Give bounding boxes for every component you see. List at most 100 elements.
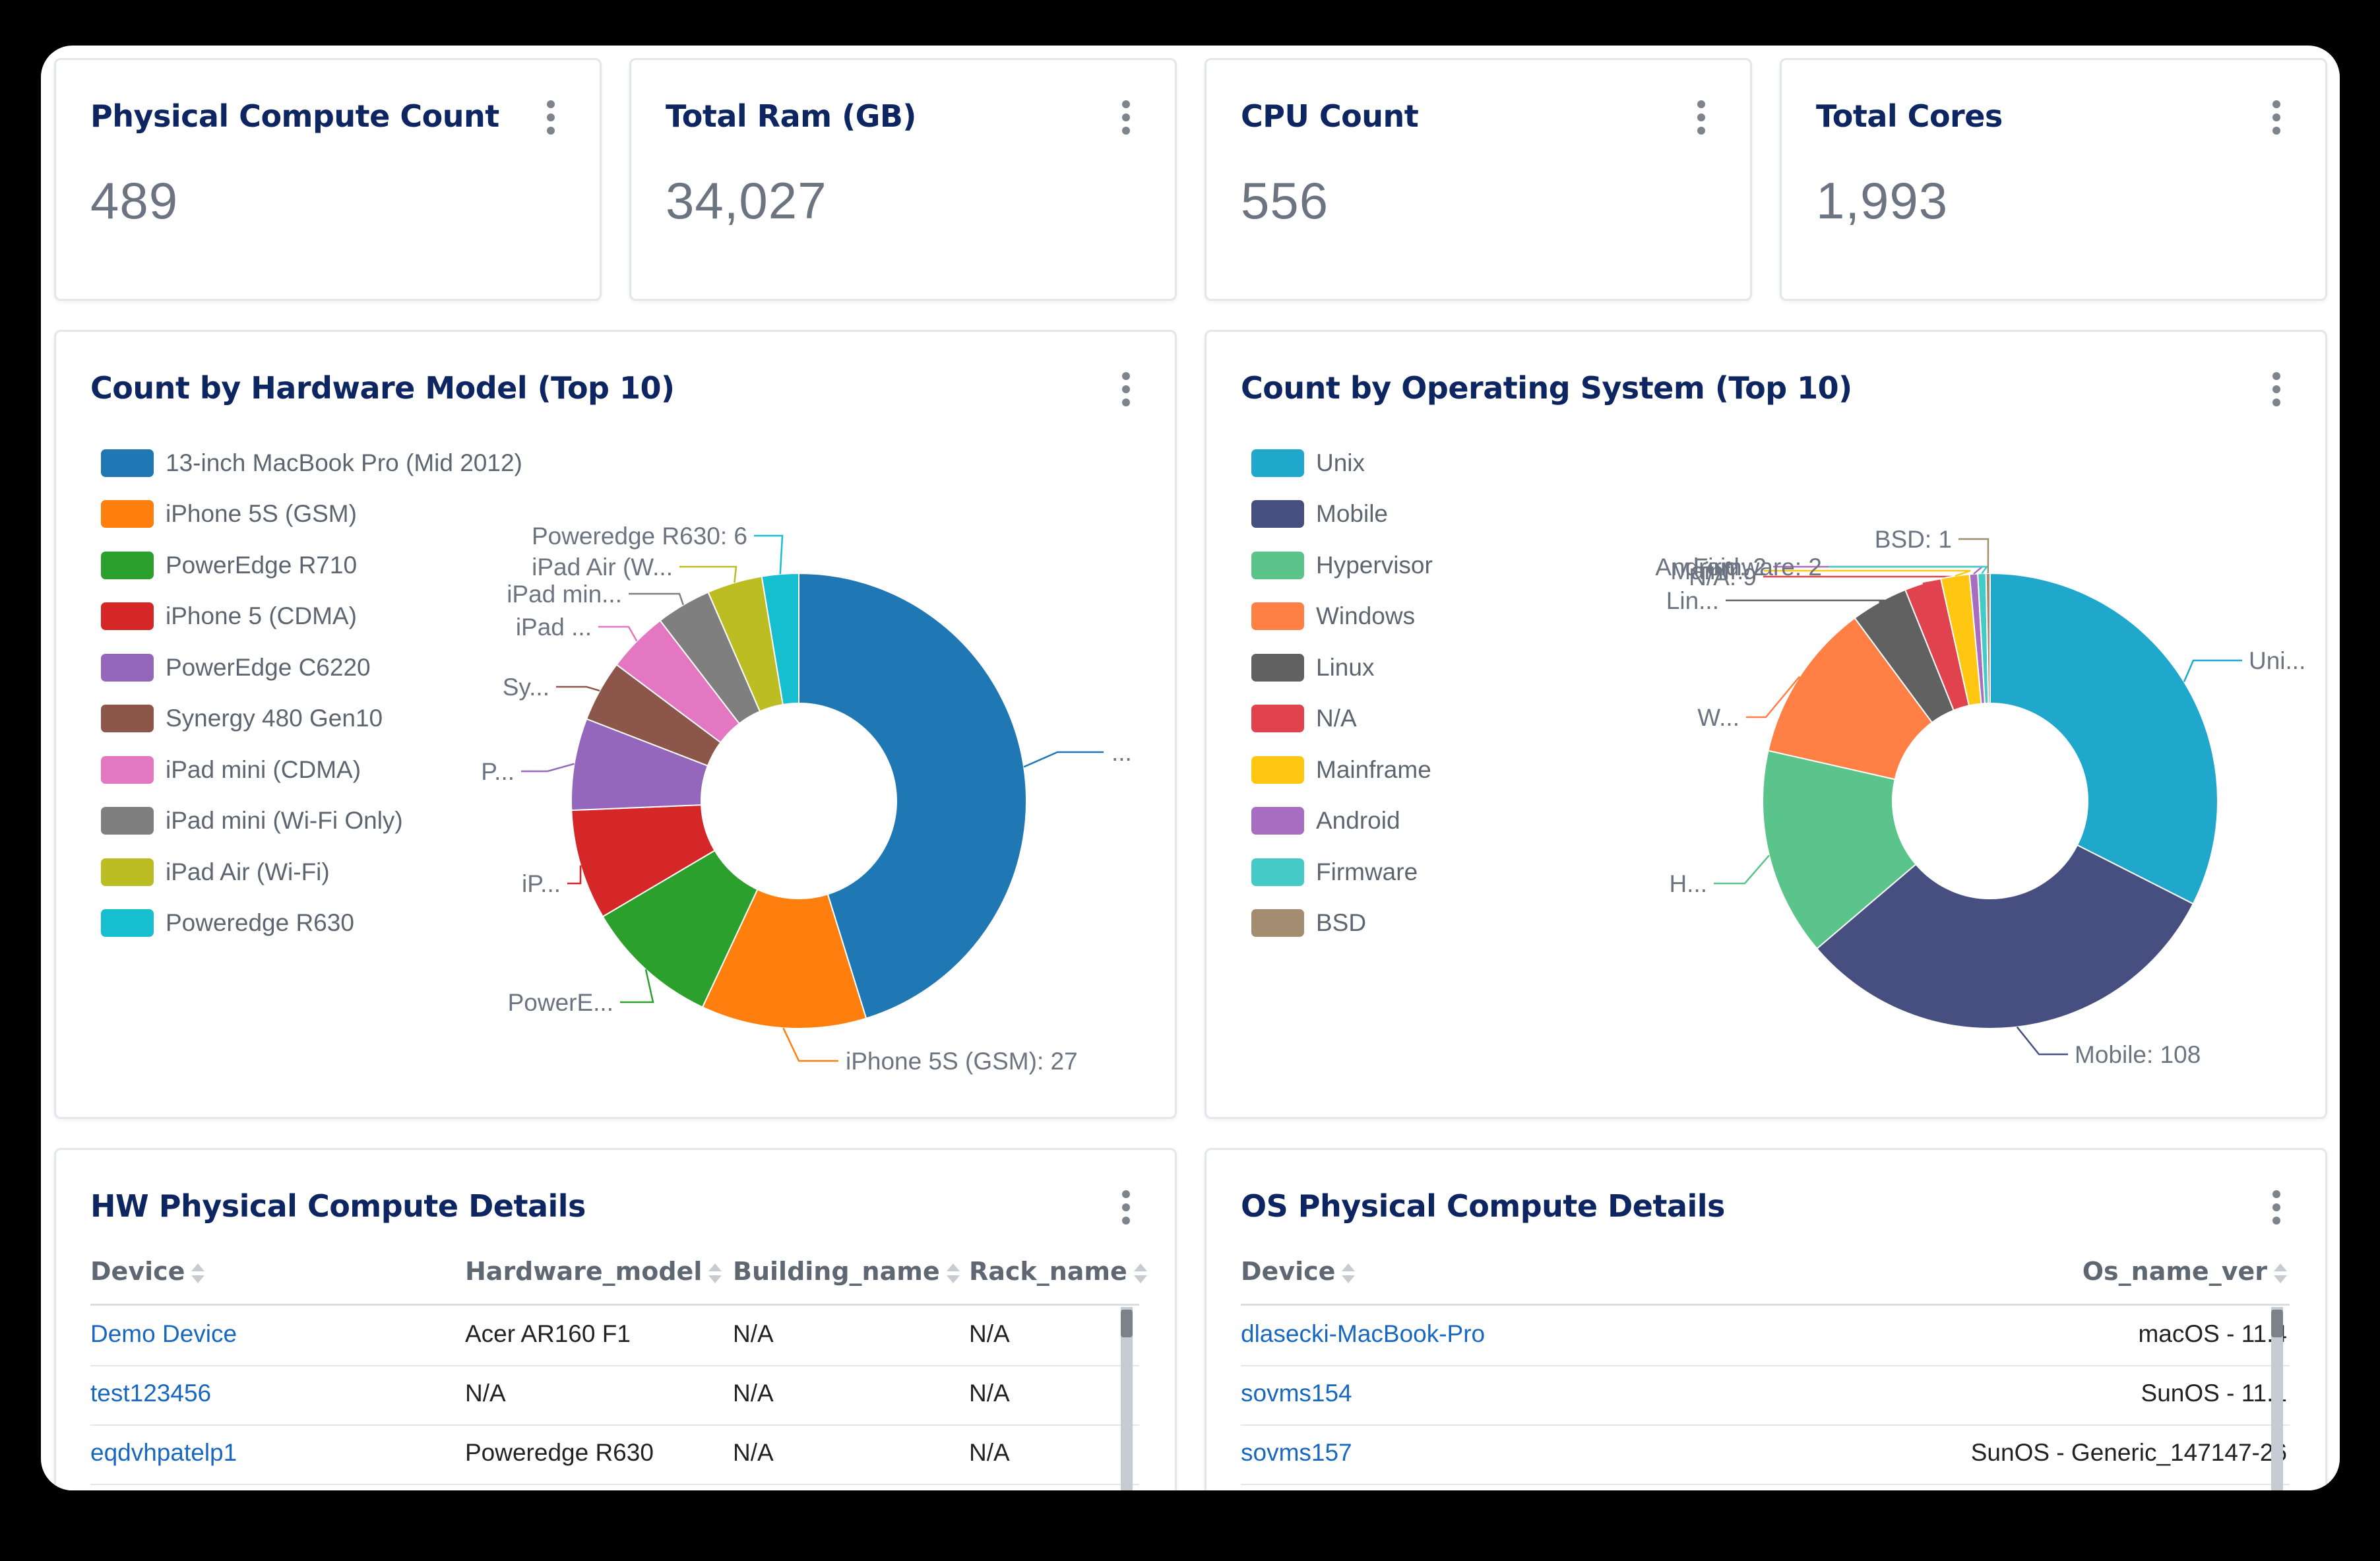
device-link[interactable]: Demo Device — [90, 1320, 237, 1347]
sort-arrows-icon[interactable] — [1342, 1262, 1356, 1285]
device-link[interactable]: sovms157 — [1241, 1439, 1352, 1466]
pie-slice[interactable] — [1904, 578, 1970, 711]
legend-item[interactable]: Poweredge R630 — [101, 898, 522, 949]
legend-swatch — [101, 500, 154, 528]
slice-leader-line — [1958, 538, 1989, 574]
pie-slice[interactable] — [1762, 749, 1917, 950]
column-header-device[interactable]: Device — [90, 1257, 205, 1286]
table-row[interactable]: sovms157 SunOS - Generic_147147-26 — [1241, 1424, 2290, 1485]
kebab-menu-icon[interactable] — [1115, 368, 1135, 412]
table-scrollbar[interactable] — [1121, 1307, 1133, 1490]
slice-label: W... — [1697, 704, 1739, 731]
sort-arrows-icon[interactable] — [708, 1262, 722, 1285]
slice-label: Uni... — [2249, 647, 2305, 674]
legend-item[interactable]: Windows — [1251, 591, 1433, 643]
pie-slice[interactable] — [1977, 573, 1989, 705]
header-divider — [1241, 1304, 2290, 1306]
legend-item[interactable]: Firmware — [1251, 846, 1433, 898]
legend-item[interactable]: Synergy 480 Gen10 — [101, 693, 522, 745]
legend-label: Hypervisor — [1316, 551, 1433, 579]
legend-item[interactable]: PowerEdge R710 — [101, 540, 522, 591]
slice-label: iPad ... — [516, 614, 592, 641]
slice-leader-line — [1764, 569, 1971, 577]
slice-label: iPhone 5S (GSM): 27 — [846, 1048, 1078, 1075]
pie-slice[interactable] — [707, 575, 784, 713]
table-scrollbar-thumb[interactable] — [2271, 1310, 2283, 1337]
pie-slice[interactable] — [761, 572, 799, 706]
sort-arrows-icon[interactable] — [191, 1262, 205, 1285]
legend-swatch — [1251, 755, 1304, 784]
legend-label: 13-inch MacBook Pro (Mid 2012) — [166, 449, 522, 476]
legend-item[interactable]: iPad mini (Wi-Fi Only) — [101, 796, 522, 847]
legend-item[interactable]: iPhone 5S (GSM) — [101, 489, 522, 540]
pie-slice[interactable] — [1854, 589, 1955, 724]
kebab-menu-icon[interactable] — [540, 96, 560, 140]
legend-label: Unix — [1316, 449, 1365, 476]
pie-slice[interactable] — [1985, 572, 1991, 705]
legend-item[interactable]: iPad mini (CDMA) — [101, 744, 522, 796]
legend-label: Firmware — [1316, 858, 1418, 885]
legend-item[interactable]: iPhone 5 (CDMA) — [101, 591, 522, 643]
rack-name-cell: N/A — [969, 1439, 1010, 1466]
column-header-hardware-model[interactable]: Hardware_model — [465, 1257, 722, 1286]
legend-item[interactable]: iPad Air (Wi-Fi) — [101, 846, 522, 898]
table-row[interactable]: sovms154 SunOS - 11.1 — [1241, 1365, 2290, 1426]
legend-label: PowerEdge R710 — [166, 551, 358, 579]
kebab-menu-icon[interactable] — [2266, 368, 2286, 412]
building-name-cell: N/A — [733, 1320, 774, 1347]
kebab-menu-icon[interactable] — [1691, 96, 1710, 140]
pie-slice[interactable] — [615, 620, 741, 744]
slice-leader-line — [629, 592, 684, 606]
pie-slice[interactable] — [571, 804, 716, 918]
legend-item[interactable]: Unix — [1251, 437, 1433, 489]
legend-item[interactable]: Linux — [1251, 642, 1433, 693]
hw-chart-card: Count by Hardware Model (Top 10) 13-inch… — [54, 330, 1177, 1119]
legend-swatch — [1251, 500, 1304, 528]
sort-arrows-icon[interactable] — [2274, 1262, 2287, 1285]
legend-item[interactable]: Mainframe — [1251, 744, 1433, 796]
pie-slice[interactable] — [571, 718, 709, 812]
pie-slice[interactable] — [1940, 573, 1982, 707]
slice-label: N/A: 9 — [1689, 563, 1757, 590]
kebab-menu-icon[interactable] — [1115, 1186, 1135, 1230]
device-link[interactable]: eqdvhpatelp1 — [90, 1439, 237, 1466]
column-header-device[interactable]: Device — [1241, 1257, 1356, 1286]
pie-slice[interactable] — [585, 664, 722, 767]
slice-label: Firmware: 2 — [1693, 554, 1822, 581]
pie-slice[interactable] — [701, 888, 867, 1030]
kebab-menu-icon[interactable] — [2266, 1186, 2286, 1230]
pie-slice[interactable] — [1767, 617, 1933, 780]
pie-slice[interactable] — [798, 572, 1027, 1019]
kebab-menu-icon[interactable] — [2266, 96, 2286, 140]
legend-swatch — [1251, 551, 1304, 579]
device-link[interactable]: sovms154 — [1241, 1380, 1352, 1407]
legend-item[interactable]: Android — [1251, 796, 1433, 847]
table-row[interactable]: Demo Device Acer AR160 F1 N/A N/A — [90, 1306, 1139, 1366]
pie-slice[interactable] — [659, 591, 761, 725]
stat-card-physical-compute-count: Physical Compute Count 489 — [54, 58, 602, 301]
pie-slice[interactable] — [1815, 844, 2195, 1029]
pie-slice[interactable] — [1989, 572, 2218, 905]
pie-slice[interactable] — [1968, 573, 1986, 705]
kebab-menu-icon[interactable] — [1115, 96, 1135, 140]
table-row[interactable]: eqdvhpatelp1 Poweredge R630 N/A N/A — [90, 1424, 1139, 1485]
sort-arrows-icon[interactable] — [1133, 1262, 1147, 1285]
sort-arrows-icon[interactable] — [946, 1262, 960, 1285]
table-row[interactable]: dlasecki-MacBook-Pro macOS - 11.4 — [1241, 1306, 2290, 1366]
device-link[interactable]: test123456 — [90, 1380, 212, 1407]
table-scrollbar[interactable] — [2271, 1307, 2283, 1490]
slice-label: Mainfr... — [1670, 558, 1757, 585]
legend-item[interactable]: BSD — [1251, 898, 1433, 949]
pie-slice[interactable] — [602, 849, 759, 1008]
legend-item[interactable]: 13-inch MacBook Pro (Mid 2012) — [101, 437, 522, 489]
column-header-building-name[interactable]: Building_name — [733, 1257, 960, 1286]
legend-item[interactable]: PowerEdge C6220 — [101, 642, 522, 693]
device-link[interactable]: dlasecki-MacBook-Pro — [1241, 1320, 1486, 1347]
legend-item[interactable]: Mobile — [1251, 489, 1433, 540]
legend-item[interactable]: Hypervisor — [1251, 540, 1433, 591]
table-row[interactable]: test123456 N/A N/A N/A — [90, 1365, 1139, 1426]
legend-item[interactable]: N/A — [1251, 693, 1433, 745]
table-scrollbar-thumb[interactable] — [1121, 1310, 1133, 1337]
column-header-rack-name[interactable]: Rack_name — [969, 1257, 1147, 1286]
column-header-os-name-ver[interactable]: Os_name_ver — [2082, 1257, 2287, 1286]
